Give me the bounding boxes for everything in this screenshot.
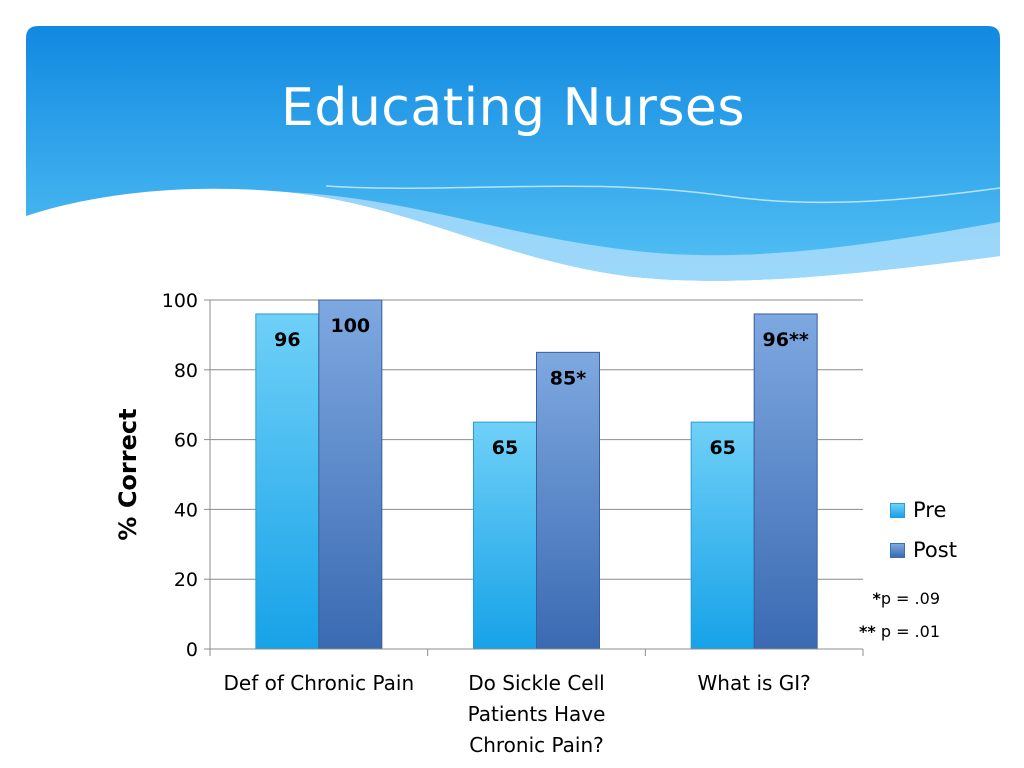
y-tick-label: 40 [174, 499, 198, 521]
note-p01-mark: ** [859, 622, 876, 641]
title-banner [26, 26, 1000, 286]
legend-swatch-pre [890, 502, 905, 518]
legend-swatch-post [890, 542, 905, 558]
x-tick-label-1: Chronic Pain? [469, 733, 604, 757]
note-p09: *p = .09 [850, 582, 940, 615]
chart-legend: Pre Post [890, 490, 957, 570]
legend-label-post: Post [913, 538, 957, 562]
note-p09-text: p = .09 [880, 589, 940, 608]
slide-title: Educating Nurses [280, 78, 745, 138]
note-p09-mark: * [872, 589, 881, 608]
legend-label-pre: Pre [913, 498, 947, 522]
y-tick-label: 100 [162, 290, 198, 312]
data-label-pre-2: 65 [709, 437, 735, 459]
x-tick-label-0: Def of Chronic Pain [224, 671, 415, 695]
data-label-post-0: 100 [330, 315, 370, 337]
data-label-post-2: 96** [763, 329, 809, 351]
x-tick-label-1: Patients Have [468, 702, 606, 726]
y-tick-label: 60 [174, 430, 198, 452]
significance-notes: *p = .09 ** p = .01 [850, 582, 940, 648]
data-label-post-1: 85* [550, 367, 586, 389]
bar-post-2 [753, 313, 818, 650]
x-tick-label-1: Do Sickle Cell [468, 671, 604, 695]
note-p01-text: p = .01 [875, 622, 940, 641]
y-axis-label: % Correct [114, 408, 142, 540]
y-tick-label: 20 [174, 569, 198, 591]
data-label-pre-0: 96 [274, 329, 300, 351]
legend-item-pre: Pre [890, 490, 957, 530]
data-label-pre-1: 65 [492, 437, 518, 459]
y-tick-label: 80 [174, 360, 198, 382]
legend-item-post: Post [890, 530, 957, 570]
y-tick-label: 0 [186, 639, 198, 661]
bar-post-1 [536, 351, 600, 650]
bar-pre-0 [255, 313, 320, 650]
x-tick-label-2: What is GI? [698, 671, 811, 695]
banner-wave-graphic [26, 26, 1000, 281]
bar-post-0 [318, 299, 383, 650]
bar-pre-2 [690, 421, 755, 650]
note-p01: ** p = .01 [850, 615, 940, 648]
